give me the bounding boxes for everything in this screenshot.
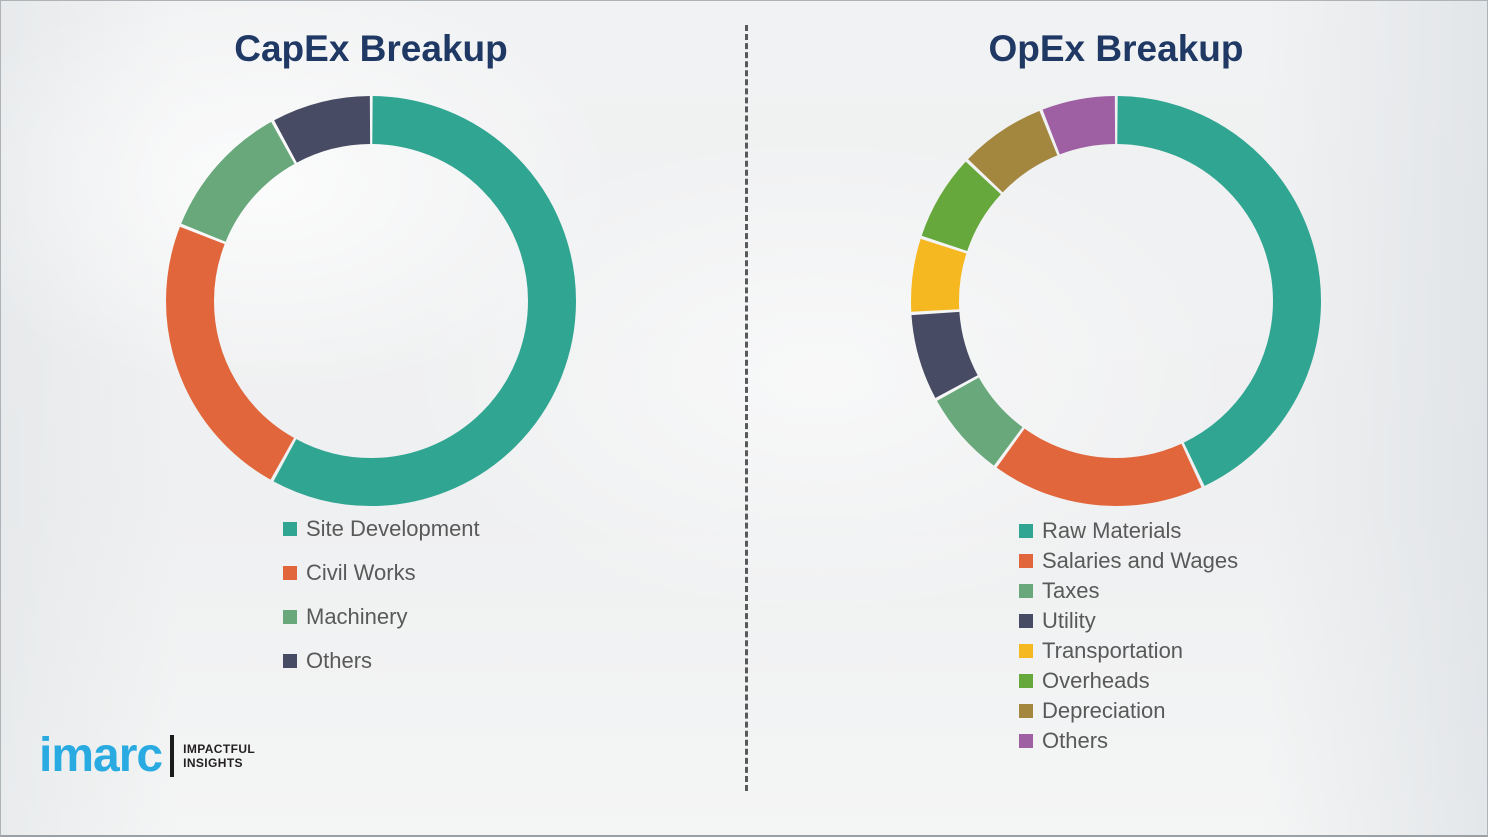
legend-item: Taxes [1019, 578, 1238, 603]
legend-label: Machinery [306, 604, 408, 629]
legend-label: Transportation [1042, 638, 1184, 663]
dashed-divider-line [745, 25, 748, 791]
logo-tagline-line2: INSIGHTS [183, 756, 243, 770]
legend-swatch-salaries-and-wages [1019, 554, 1033, 568]
legend-label: Depreciation [1042, 698, 1166, 723]
legend-label: Taxes [1042, 578, 1100, 603]
legend-label: Site Development [306, 516, 480, 541]
imarc-logo: imarc IMPACTFUL INSIGHTS [39, 732, 255, 780]
legend-swatch-depreciation [1019, 704, 1033, 718]
legend-swatch-taxes [1019, 584, 1033, 598]
legend-swatch-transportation [1019, 644, 1033, 658]
legend-label: Raw Materials [1042, 518, 1182, 543]
legend-label: Overheads [1042, 668, 1150, 693]
legend-label: Utility [1042, 608, 1096, 633]
logo-tagline: IMPACTFUL INSIGHTS [183, 742, 255, 771]
legend-item: Machinery [283, 604, 480, 629]
legend-swatch-civil-works [283, 566, 297, 580]
legend-item: Overheads [1019, 668, 1238, 693]
legend-label: Salaries and Wages [1042, 548, 1239, 573]
legend-swatch-machinery [283, 610, 297, 624]
imarc-wordmark: imarc [39, 729, 163, 782]
legend-label: Others [306, 648, 373, 673]
legend-item: Others [283, 648, 480, 673]
capex-breakup-svg [166, 96, 576, 506]
legend-item: Civil Works [283, 560, 480, 585]
legend-swatch-raw-materials [1019, 524, 1033, 538]
legend-label: Others [1042, 728, 1109, 753]
legend-item: Salaries and Wages [1019, 548, 1239, 573]
opex-segment-transportation [911, 96, 1321, 506]
logo-divider-bar [170, 735, 175, 777]
legend-item: Raw Materials [1019, 518, 1238, 543]
opex-legend: Raw Materials Salaries and Wages Taxes Util… [1019, 518, 1239, 759]
opex-breakup-svg [911, 96, 1321, 506]
legend-item: Depreciation [1019, 698, 1238, 723]
legend-item: Utility [1019, 608, 1238, 633]
capex-segment-site-development [166, 96, 576, 506]
legend-swatch-site-development [283, 522, 297, 536]
opex-segment-salaries-and-wages [911, 96, 1321, 506]
legend-item: Others [1019, 728, 1238, 753]
capex-chart-title: CapEx Breakup [234, 28, 508, 69]
legend-swatch-others [1019, 734, 1033, 748]
logo-tagline-line1: IMPACTFUL [183, 741, 256, 756]
opex-segment-raw-materials [911, 96, 1321, 506]
legend-swatch-utility [1019, 614, 1033, 628]
opex-donut-chart [910, 95, 1322, 507]
legend-swatch-overheads [1019, 674, 1033, 688]
capex-segment-civil-works [166, 96, 576, 506]
opex-chart-title: OpEx Breakup [988, 28, 1244, 69]
legend-item: Site Development [283, 516, 480, 541]
legend-label: Civil Works [306, 560, 416, 585]
legend-swatch-others [283, 654, 297, 668]
capex-legend: Site Development Civil Works Machinery Othe… [283, 516, 480, 693]
capex-donut-chart [165, 95, 577, 507]
legend-item: Transportation [1019, 638, 1238, 663]
